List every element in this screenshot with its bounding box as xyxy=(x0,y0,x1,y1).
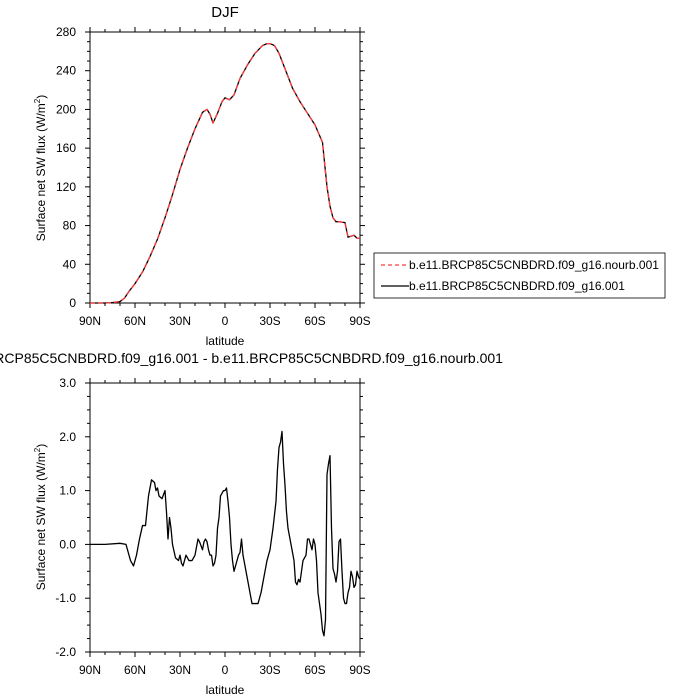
bottom-chart-ticks: 90N 60N 30N 0 30S 60S 90S -2.0 -1.0 0.0 1.0 2.0 3.0 xyxy=(55,376,370,677)
top-chart-x-tick-label: 90S xyxy=(349,314,370,328)
top-chart-y-tick-label: 280 xyxy=(56,25,76,39)
bottom-chart-x-tick-label: 30N xyxy=(169,663,191,677)
top-chart-y-tick-label: 200 xyxy=(56,102,76,116)
top-chart-y-tick-label: 240 xyxy=(56,64,76,78)
bottom-chart-title: b.e11.BRCP85C5CNBDRD.f09_g16.001 - b.e11… xyxy=(0,350,503,366)
top-chart-x-tick-label: 90N xyxy=(79,314,101,328)
bottom-chart-y-tick-label: 1.0 xyxy=(59,484,76,498)
top-chart-y-axis-label-superscript: 2 xyxy=(33,98,42,103)
bottom-chart-x-axis-label: latitude xyxy=(206,683,245,697)
top-chart-title: DJF xyxy=(211,4,239,21)
bottom-chart-y-tick-label: 3.0 xyxy=(59,376,76,390)
top-chart-series-line-0 xyxy=(90,42,360,304)
bottom-chart-lines xyxy=(90,430,361,637)
bottom-chart-series-line-0 xyxy=(90,430,361,637)
bottom-chart-frame xyxy=(89,382,361,653)
top-chart-x-tick-label: 0 xyxy=(222,314,229,328)
bottom-chart-y-tick-label: 2.0 xyxy=(59,430,76,444)
legend: b.e11.BRCP85C5CNBDRD.f09_g16.nourb.001 b… xyxy=(373,252,666,299)
bottom-chart-y-tick-label: -1.0 xyxy=(55,591,76,605)
bottom-chart-x-tick-label: 90S xyxy=(349,663,370,677)
top-chart-panel: DJF 90N 60N 30N 0 30S 60S 90S 0 40 80 120 160 200 240… xyxy=(33,4,371,348)
bottom-chart-y-tick-label: -2.0 xyxy=(55,645,76,659)
bottom-chart-y-axis-label-tail: ) xyxy=(34,444,48,448)
top-chart-series-line-1 xyxy=(90,42,360,304)
top-chart-lines xyxy=(90,42,360,304)
top-chart-y-tick-label: 120 xyxy=(56,180,76,194)
top-chart-x-tick-label: 60S xyxy=(304,314,325,328)
bottom-chart-x-tick-label: 60N xyxy=(124,663,146,677)
top-chart-y-axis-label-main: Surface net SW flux (W/m xyxy=(34,103,48,241)
top-chart-x-tick-label: 30S xyxy=(259,314,280,328)
bottom-chart-y-axis-label-superscript: 2 xyxy=(33,447,42,452)
top-chart-x-tick-label: 30N xyxy=(169,314,191,328)
top-chart-y-axis-label-tail: ) xyxy=(34,95,48,99)
top-chart-y-axis-label: Surface net SW flux (W/m2) xyxy=(33,95,48,241)
legend-label-control: b.e11.BRCP85C5CNBDRD.f09_g16.001 xyxy=(409,279,625,293)
bottom-chart-y-axis-label: Surface net SW flux (W/m2) xyxy=(33,444,48,590)
top-chart-ticks: 90N 60N 30N 0 30S 60S 90S 0 40 80 120 160 200 240 280 xyxy=(56,25,371,328)
bottom-chart-x-tick-label: 0 xyxy=(222,663,229,677)
top-chart-x-axis-label: latitude xyxy=(206,334,245,348)
bottom-chart-y-axis-label-main: Surface net SW flux (W/m xyxy=(34,452,48,590)
legend-box xyxy=(373,252,666,299)
legend-label-nourb: b.e11.BRCP85C5CNBDRD.f09_g16.nourb.001 xyxy=(409,258,659,272)
top-chart-y-tick-label: 40 xyxy=(63,257,77,271)
bottom-chart-panel: b.e11.BRCP85C5CNBDRD.f09_g16.001 - b.e11… xyxy=(0,350,503,697)
top-chart-y-tick-label: 160 xyxy=(56,141,76,155)
top-chart-y-tick-label: 80 xyxy=(63,219,77,233)
bottom-chart-x-tick-label: 60S xyxy=(304,663,325,677)
top-chart-x-tick-label: 60N xyxy=(124,314,146,328)
top-chart-frame xyxy=(89,31,361,304)
bottom-chart-y-tick-label: 0.0 xyxy=(59,537,76,551)
bottom-chart-x-tick-label: 30S xyxy=(259,663,280,677)
bottom-chart-x-tick-label: 90N xyxy=(79,663,101,677)
top-chart-y-tick-label: 0 xyxy=(69,296,76,310)
